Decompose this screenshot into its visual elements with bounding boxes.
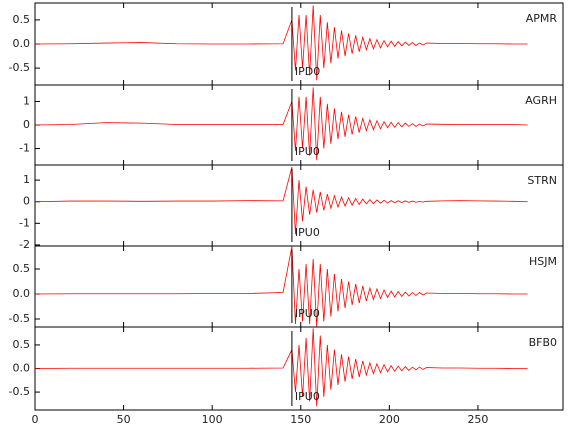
station-name: AGRH bbox=[525, 94, 557, 107]
waveform bbox=[34, 328, 528, 407]
y-tick-label: 1 bbox=[23, 173, 30, 186]
y-tick-label: -1 bbox=[19, 216, 30, 229]
x-tick-label: 200 bbox=[379, 413, 400, 426]
pick-label: IPU0 bbox=[295, 145, 320, 158]
y-tick-label: 0 bbox=[23, 118, 30, 131]
waveform bbox=[34, 167, 528, 235]
pick-label: IPU0 bbox=[295, 307, 320, 320]
y-tick-label: 0.5 bbox=[13, 13, 31, 26]
waveform bbox=[34, 87, 528, 161]
y-tick-label: 1 bbox=[23, 94, 30, 107]
pick-label: IPU0 bbox=[295, 226, 320, 239]
station-name: BFB0 bbox=[529, 336, 557, 349]
y-tick-label: -0.5 bbox=[9, 312, 30, 325]
y-tick-label: -0.5 bbox=[9, 385, 30, 398]
station-name: HSJM bbox=[529, 255, 557, 268]
waveform bbox=[34, 5, 528, 81]
x-tick-label: 0 bbox=[32, 413, 39, 426]
y-tick-label: 0.5 bbox=[13, 338, 31, 351]
station-name: APMR bbox=[526, 12, 558, 25]
y-tick-label: 0.0 bbox=[13, 287, 31, 300]
station-name: STRN bbox=[527, 174, 557, 187]
x-tick-label: 50 bbox=[117, 413, 131, 426]
y-tick-label: -0.5 bbox=[9, 61, 30, 74]
x-tick-label: 250 bbox=[467, 413, 488, 426]
pick-label: IPU0 bbox=[295, 390, 320, 403]
x-tick-label: 100 bbox=[202, 413, 223, 426]
y-tick-label: 0.0 bbox=[13, 362, 31, 375]
pick-label: IPD0 bbox=[295, 65, 320, 78]
waveform bbox=[34, 246, 528, 327]
y-tick-label: 0 bbox=[23, 195, 30, 208]
y-tick-label: -1 bbox=[19, 142, 30, 155]
y-tick-label: -2 bbox=[19, 238, 30, 251]
y-tick-label: 0.5 bbox=[13, 262, 31, 275]
x-tick-label: 150 bbox=[290, 413, 311, 426]
y-tick-label: 0.0 bbox=[13, 37, 31, 50]
